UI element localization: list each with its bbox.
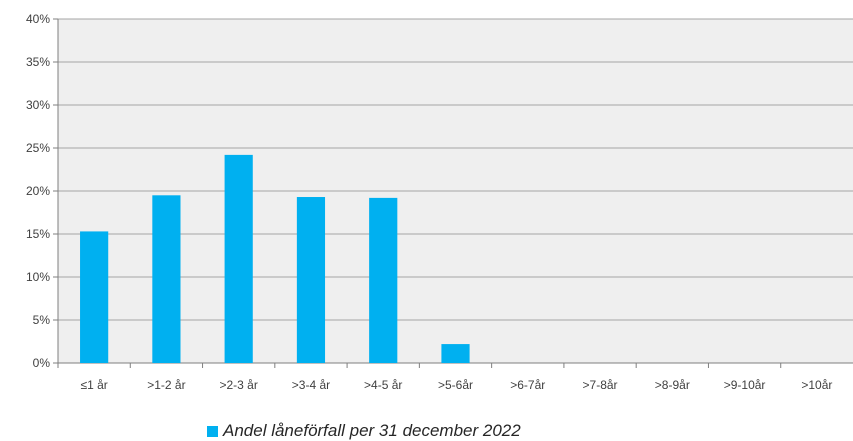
y-tick-label: 10% <box>26 270 50 284</box>
bar <box>296 197 326 363</box>
y-tick-label: 40% <box>26 12 50 26</box>
legend: Andel låneförfall per 31 december 2022 <box>207 421 521 441</box>
bar <box>152 195 181 363</box>
bar <box>80 231 109 363</box>
y-tick-label: 25% <box>26 141 50 155</box>
x-tick-label: >9-10år <box>724 378 766 392</box>
legend-swatch <box>207 425 218 437</box>
bar <box>224 154 253 363</box>
y-tick-label: 35% <box>26 55 50 69</box>
x-tick-label: >3-4 år <box>292 378 330 392</box>
x-tick-label: >7-8år <box>583 378 618 392</box>
x-tick-label: >5-6år <box>438 378 473 392</box>
x-tick-label: >2-3 år <box>220 378 258 392</box>
legend-label: Andel låneförfall per 31 december 2022 <box>223 421 521 440</box>
chart-plot: 0% 5% 10% 15% 20% 25% 30% 35% 40% ≤1 år >1-2 år >2-… <box>26 12 853 392</box>
y-tick-label: 30% <box>26 98 50 112</box>
bar <box>369 197 398 363</box>
bar <box>441 344 470 363</box>
x-tick-label: >8-9år <box>655 378 690 392</box>
x-tick-label: >4-5 år <box>364 378 402 392</box>
y-tick-label: 5% <box>33 313 51 327</box>
x-tick-label: >1-2 år <box>147 378 185 392</box>
y-tick-label: 20% <box>26 184 50 198</box>
x-tick-label: >6-7år <box>510 378 545 392</box>
x-tick-label: ≤1 år <box>81 378 108 392</box>
x-tick-label: >10år <box>801 378 832 392</box>
y-tick-label: 0% <box>33 356 51 370</box>
y-tick-label: 15% <box>26 227 50 241</box>
